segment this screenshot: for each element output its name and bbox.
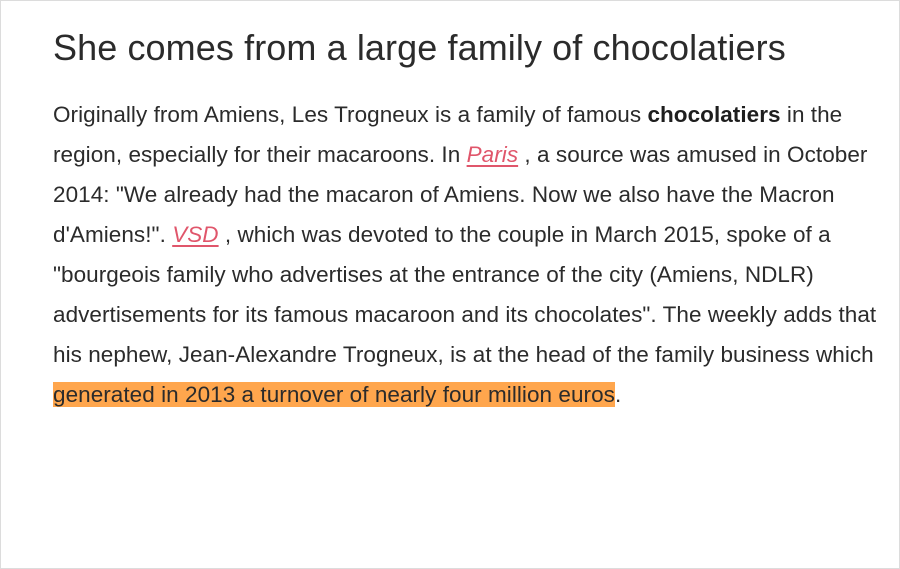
article: She comes from a large family of chocola… [53,21,883,415]
paragraph-text: , which was devoted to the couple in Mar… [53,222,877,367]
bold-term: chocolatiers [647,102,781,127]
paragraph-text: in the region, especially for their maca… [53,102,843,167]
highlighted-text: generated in 2013 a turnover of nearly f… [53,382,615,407]
paragraph-text: Originally from Amiens, Les Trogneux is … [53,102,648,127]
vsd-link[interactable]: VSD [172,222,219,247]
paris-link[interactable]: Paris [466,142,519,167]
section-heading: She comes from a large family of chocola… [53,27,786,68]
paragraph-text: . [614,382,622,407]
article-paragraph: Originally from Amiens, Les Trogneux is … [53,95,883,415]
paragraph-text: , a source was amused in October 2014: "… [53,142,868,247]
